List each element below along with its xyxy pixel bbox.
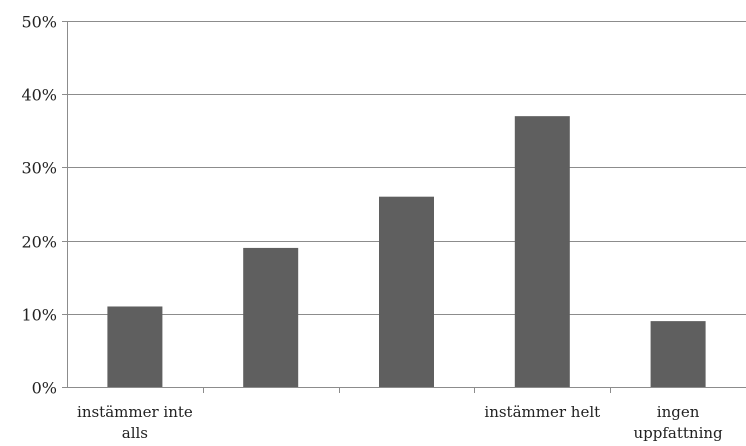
y-tick-labels: 0% 10% 20% 30% 40% 50% — [21, 13, 57, 398]
gridlines — [67, 21, 746, 315]
x-category-label: alls — [122, 424, 148, 442]
y-tick-label: 50% — [21, 13, 57, 32]
x-category-label: uppfattning — [634, 424, 724, 442]
y-tick-label: 0% — [32, 379, 57, 398]
bar — [243, 247, 299, 387]
bar — [650, 321, 706, 387]
x-category-label: instämmer inte — [77, 403, 193, 421]
axes — [62, 21, 746, 393]
bar — [514, 116, 570, 387]
bar — [107, 306, 163, 387]
x-category-label: ingen — [657, 403, 700, 421]
bar — [379, 196, 434, 387]
y-tick-label: 20% — [21, 233, 57, 252]
y-tick-label: 40% — [21, 86, 57, 105]
y-tick-label: 10% — [21, 306, 57, 325]
bars — [107, 116, 706, 387]
x-category-labels: instämmer inte alls instämmer helt ingen upp… — [77, 403, 723, 442]
y-tick-label: 30% — [21, 159, 57, 178]
x-category-label: instämmer helt — [484, 403, 600, 421]
